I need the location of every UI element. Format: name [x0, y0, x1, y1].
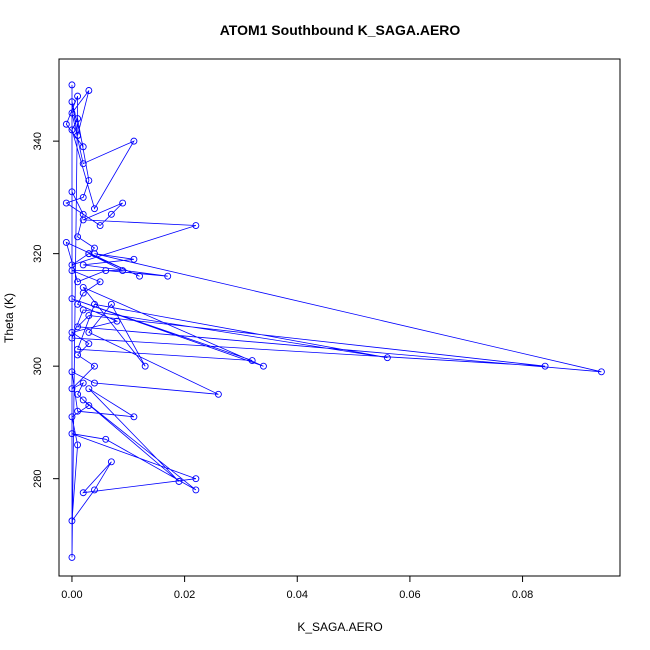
data-point: [62, 120, 70, 128]
data-point: [107, 300, 115, 308]
data-point: [68, 81, 76, 89]
data-point: [102, 435, 110, 443]
data-point: [79, 143, 87, 151]
data-point: [68, 328, 76, 336]
data-point: [192, 222, 200, 229]
data-point: [164, 272, 172, 280]
data-point: [248, 357, 256, 364]
data-point: [141, 362, 149, 370]
data-point: [91, 300, 98, 308]
data-point: [68, 188, 76, 196]
y-tick-label: 300: [32, 357, 44, 375]
data-point: [79, 160, 87, 168]
data-point: [74, 390, 82, 398]
data-point: [74, 407, 82, 415]
data-point: [68, 553, 76, 561]
data-point: [91, 379, 98, 387]
data-point: [68, 385, 76, 393]
data-point: [68, 517, 76, 525]
data-point: [85, 312, 93, 319]
data-point: [214, 390, 222, 398]
y-tick-label: 320: [32, 244, 44, 262]
data-point: [85, 385, 93, 393]
data-point: [74, 233, 82, 241]
data-point: [383, 354, 391, 362]
data-point: [85, 340, 93, 348]
data-point: [541, 362, 549, 370]
x-tick-label: 0.08: [512, 589, 533, 601]
data-point: [79, 306, 87, 314]
data-point: [68, 267, 76, 274]
data-point: [85, 177, 93, 184]
data-point: [136, 272, 143, 280]
data-point: [74, 132, 82, 139]
series-layer: [62, 81, 605, 561]
data-point: [130, 413, 138, 421]
x-tick-label: 0.06: [399, 589, 420, 601]
x-axis: 0.00 0.02 0.04 0.06 0.08: [61, 575, 533, 601]
data-point: [74, 441, 82, 449]
data-point: [68, 126, 76, 134]
y-axis-label: Theta (K): [2, 293, 16, 343]
data-point: [175, 478, 183, 485]
data-point: [85, 87, 93, 94]
data-point: [96, 278, 104, 286]
data-point: [260, 362, 267, 370]
data-point: [79, 261, 87, 269]
data-point: [68, 295, 76, 303]
data-point: [79, 379, 87, 387]
data-point: [597, 368, 605, 376]
data-point: [130, 137, 138, 145]
chart-title: ATOM1 Southbound K_SAGA.AERO: [220, 22, 461, 38]
data-point: [68, 413, 76, 421]
y-axis: 280 300 320 340: [32, 132, 60, 488]
data-point: [91, 205, 98, 213]
data-point: [85, 250, 93, 258]
data-point: [74, 115, 82, 123]
data-point: [79, 489, 87, 497]
plot-frame: [58, 58, 621, 577]
data-point: [113, 317, 121, 325]
data-point: [192, 486, 200, 494]
data-point: [74, 323, 82, 331]
data-point: [68, 430, 76, 438]
x-tick-label: 0.02: [174, 589, 195, 601]
data-point: [74, 92, 82, 100]
data-point: [85, 328, 93, 336]
data-point: [102, 267, 110, 274]
series-line: [65, 84, 602, 558]
x-tick-label: 0.04: [287, 589, 308, 601]
data-point: [130, 255, 138, 263]
data-point: [79, 193, 87, 201]
data-point: [96, 222, 104, 229]
data-point: [74, 278, 82, 286]
data-point: [107, 458, 115, 466]
data-point: [62, 199, 70, 207]
data-point: [79, 289, 87, 297]
data-point: [79, 396, 87, 404]
data-point: [74, 300, 82, 308]
data-point: [91, 244, 98, 252]
data-point: [91, 362, 98, 370]
y-tick-label: 340: [32, 132, 44, 150]
data-point: [68, 109, 76, 117]
data-point: [119, 199, 127, 207]
data-point: [192, 475, 200, 483]
data-point: [79, 210, 87, 218]
data-point: [91, 486, 98, 494]
y-tick-label: 280: [32, 469, 44, 487]
data-point: [68, 368, 76, 376]
data-point: [107, 210, 115, 218]
data-point: [62, 238, 70, 246]
data-point: [119, 267, 127, 274]
x-axis-label: K_SAGA.AERO: [297, 620, 382, 634]
data-point: [68, 98, 76, 106]
data-point: [85, 402, 93, 409]
data-point: [74, 351, 82, 359]
x-tick-label: 0.00: [61, 589, 82, 601]
